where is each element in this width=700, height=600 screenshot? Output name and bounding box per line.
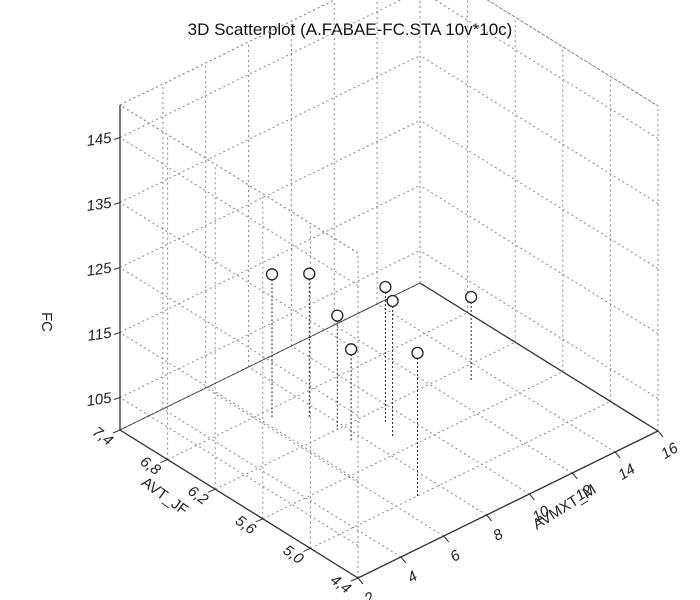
right-wall-grid-line xyxy=(419,55,659,204)
x-tick-mark xyxy=(657,430,664,438)
y-tick-label: 5,0 xyxy=(280,542,307,568)
floor-grid-line xyxy=(162,408,402,558)
x-tick-mark xyxy=(443,535,450,543)
y-tick-label: 7,4 xyxy=(89,423,116,449)
right-wall-grid-line xyxy=(419,185,659,334)
z-tick-mark xyxy=(113,137,121,140)
x-tick-label: 2 xyxy=(361,588,378,600)
y-tick-mark xyxy=(208,488,216,493)
floor-grid-line xyxy=(376,303,616,453)
floor-grid-line xyxy=(262,371,564,520)
back-wall-grid-line xyxy=(119,185,421,333)
x-tick-mark xyxy=(571,472,578,480)
z-axis-label: FC xyxy=(38,312,55,332)
floor-grid-line xyxy=(167,312,468,461)
left-wall-grid-line xyxy=(119,267,359,416)
data-point xyxy=(386,294,399,308)
z-tick-mark xyxy=(113,397,121,400)
x-tick-label: 4 xyxy=(404,568,420,587)
y-axis-line xyxy=(119,429,359,579)
x-tick-mark xyxy=(400,556,407,564)
floor-grid-line xyxy=(310,400,611,549)
data-points xyxy=(265,267,478,496)
y-tick-label: 4,4 xyxy=(327,571,354,597)
data-point xyxy=(344,343,358,356)
z-tick-label: 125 xyxy=(85,260,113,280)
y-tick-mark xyxy=(255,518,263,523)
right-wall-grid-line xyxy=(486,0,659,107)
back-floor-edge xyxy=(119,282,421,431)
right-wall-grid-line xyxy=(419,120,659,269)
data-point xyxy=(265,268,279,281)
z-tick-mark xyxy=(113,202,121,205)
z-tick-label: 105 xyxy=(85,390,113,410)
top-edge xyxy=(486,0,659,107)
left-wall-grid-line xyxy=(119,397,359,546)
right-wall-grid-line xyxy=(419,250,659,399)
back-wall-grid-line xyxy=(119,250,421,398)
top-edge xyxy=(119,0,336,106)
y-tick-mark xyxy=(160,459,168,464)
x-tick-mark xyxy=(486,514,492,522)
x-tick-label: 6 xyxy=(447,546,464,565)
back-wall-grid-line xyxy=(119,0,336,106)
back-wall-grid-line xyxy=(119,120,421,268)
floor-grid-line xyxy=(248,366,487,516)
left-wall-grid-line xyxy=(119,137,359,286)
data-point xyxy=(303,267,316,280)
y-axis-label: AVT_JF xyxy=(138,474,191,519)
right-floor-edge xyxy=(419,282,659,432)
z-tick-label: 115 xyxy=(87,325,114,345)
x-tick-mark xyxy=(614,451,621,459)
chart-title: 3D Scatterplot (A.FABAE-FC.STA 10v*10c) xyxy=(187,20,513,39)
z-tick-label: 145 xyxy=(85,130,113,150)
back-wall-grid-line xyxy=(119,55,421,203)
z-tick-label: 135 xyxy=(85,195,113,215)
y-tick-mark xyxy=(350,577,359,582)
floor-grid-line xyxy=(291,345,530,495)
data-point xyxy=(379,280,392,294)
x-tick-label: 14 xyxy=(615,461,638,484)
data-point xyxy=(411,346,424,360)
y-tick-mark xyxy=(303,547,311,552)
axes-frame xyxy=(112,105,664,585)
back-wall-grid-line xyxy=(119,0,402,138)
x-axis-line xyxy=(357,430,659,579)
floor-grid-line xyxy=(205,387,444,537)
data-point xyxy=(331,309,344,322)
tick-labels: 2468101214164,45,05,66,26,87,41051151251… xyxy=(85,130,681,600)
floor-grid-line xyxy=(334,324,573,474)
z-tick-mark xyxy=(113,332,121,335)
z-tick-mark xyxy=(113,267,121,270)
left-wall-grid-line xyxy=(119,332,359,481)
floor-grid-line xyxy=(214,341,516,490)
top-edge xyxy=(119,104,359,254)
x-tick-mark xyxy=(357,577,364,585)
right-wall-grid-line xyxy=(434,0,659,139)
y-tick-label: 5,6 xyxy=(232,512,259,538)
x-tick-label: 8 xyxy=(490,525,507,544)
x-tick-label: 16 xyxy=(658,439,682,463)
y-tick-mark xyxy=(112,429,121,434)
x-tick-mark xyxy=(529,493,535,501)
left-wall-grid-line xyxy=(119,202,359,351)
data-point xyxy=(464,290,478,304)
